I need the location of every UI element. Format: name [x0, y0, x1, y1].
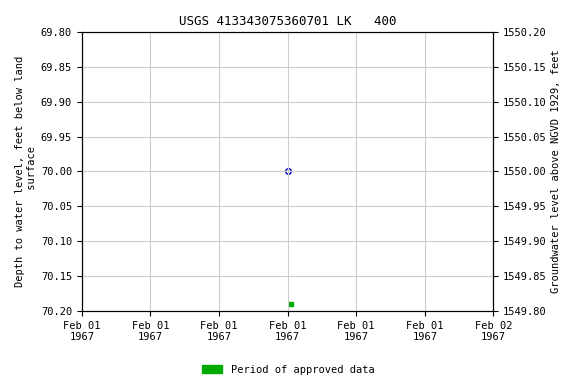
Legend: Period of approved data: Period of approved data — [198, 361, 378, 379]
Title: USGS 413343075360701 LK   400: USGS 413343075360701 LK 400 — [179, 15, 396, 28]
Y-axis label: Depth to water level, feet below land
 surface: Depth to water level, feet below land su… — [15, 56, 37, 287]
Y-axis label: Groundwater level above NGVD 1929, feet: Groundwater level above NGVD 1929, feet — [551, 50, 561, 293]
